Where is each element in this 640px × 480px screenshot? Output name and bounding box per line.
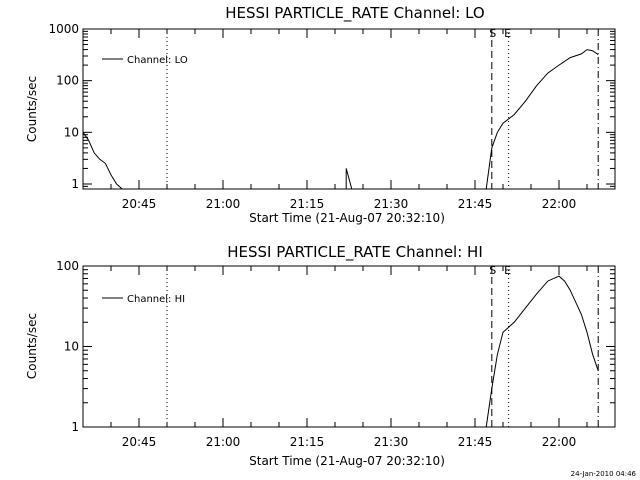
x-tick-label: 21:15	[290, 435, 325, 449]
x-tick-label: 21:15	[290, 197, 325, 211]
panel-lo-x-axis: 20:45 21:00 21:15 21:30 21:45 22:00	[82, 29, 616, 211]
panel-hi-frame	[82, 265, 616, 428]
x-tick-label: 22:00	[542, 435, 577, 449]
marker-label: E	[504, 264, 511, 277]
panel-hi-title: HESSI PARTICLE_RATE Channel: HI	[227, 243, 483, 262]
x-tick-label: 20:45	[122, 435, 157, 449]
marker-label: S	[489, 27, 496, 40]
y-tick-label: 10	[64, 340, 79, 354]
panel-hi-series	[485, 275, 599, 428]
x-tick-label: 20:45	[122, 197, 157, 211]
panel-hi-legend: Channel: HI	[102, 294, 185, 305]
y-tick-label: 1	[71, 177, 79, 191]
panel-lo-y-label: Counts/sec	[25, 76, 39, 142]
panel-lo-title: HESSI PARTICLE_RATE Channel: LO	[225, 4, 484, 23]
panel-lo-legend: Channel: LO	[102, 55, 188, 66]
series-line	[82, 49, 599, 190]
marker-label: E	[504, 27, 511, 40]
x-tick-label: 21:00	[206, 435, 241, 449]
panel-lo-x-label: Start Time (21-Aug-07 20:32:10)	[249, 211, 445, 225]
y-tick-label: 10	[64, 125, 79, 139]
panel-lo: HESSI PARTICLE_RATE Channel: LO 1 10 100 10…	[25, 4, 616, 225]
x-tick-label: 21:30	[374, 435, 409, 449]
footer-timestamp: 24-Jan-2010 04:46	[571, 470, 637, 478]
x-tick-label: 21:30	[374, 197, 409, 211]
panel-hi-y-axis: 1 10 100	[56, 259, 615, 434]
panel-lo-y-axis: 1 10 100 1000	[48, 22, 615, 191]
panel-hi: HESSI PARTICLE_RATE Channel: HI 1 10 100 2…	[25, 243, 616, 468]
y-tick-label: 1	[71, 420, 79, 434]
y-tick-label: 1000	[48, 22, 79, 36]
x-tick-label: 22:00	[542, 197, 577, 211]
panel-hi-x-label: Start Time (21-Aug-07 20:32:10)	[249, 454, 445, 468]
x-tick-label: 21:45	[458, 197, 493, 211]
x-tick-label: 21:45	[458, 435, 493, 449]
panel-lo-legend-label: Channel: LO	[127, 55, 188, 66]
panel-hi-legend-label: Channel: HI	[127, 294, 185, 305]
y-tick-label: 100	[56, 259, 79, 273]
series-line	[485, 275, 599, 428]
marker-label: S	[489, 264, 496, 277]
panel-lo-frame	[82, 28, 616, 190]
y-tick-label: 100	[56, 74, 79, 88]
panel-hi-y-label: Counts/sec	[25, 313, 39, 379]
x-tick-label: 21:00	[206, 197, 241, 211]
panel-lo-series	[82, 49, 599, 190]
